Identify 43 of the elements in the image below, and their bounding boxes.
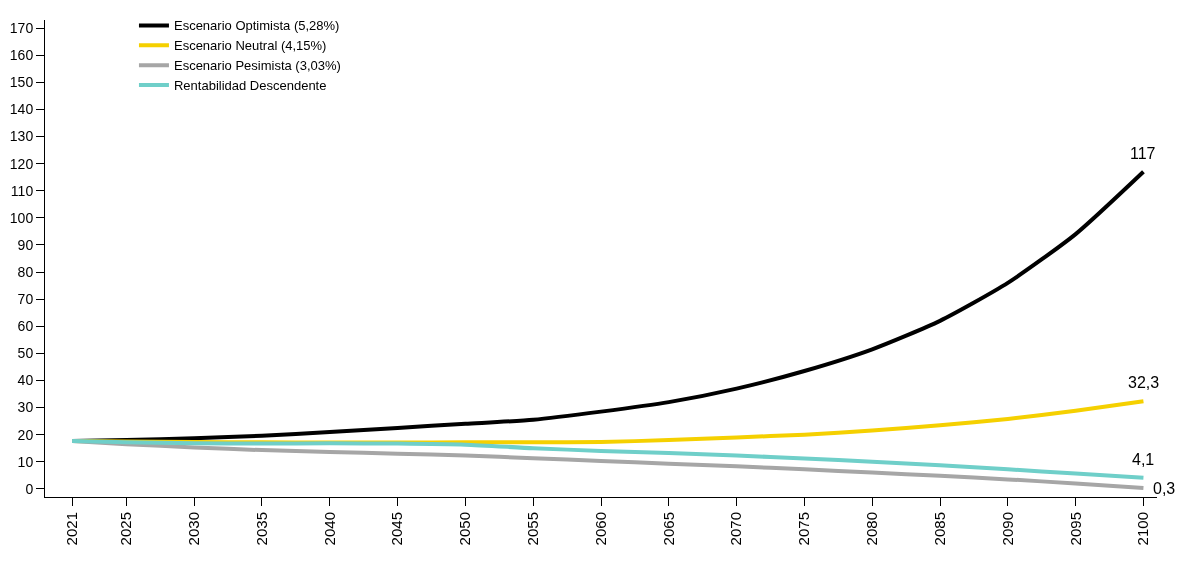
y-tick-label: 170 <box>9 20 34 37</box>
y-tick-label: 50 <box>17 345 34 362</box>
legend-label: Escenario Neutral (4,15%) <box>173 38 327 54</box>
y-tick-label: 120 <box>9 155 34 172</box>
x-tick-label: 2035 <box>252 512 270 546</box>
y-tick-label: 130 <box>9 128 34 145</box>
x-tick-label: 2100 <box>1134 512 1152 546</box>
y-tick-label: 150 <box>9 74 34 91</box>
x-tick-label: 2090 <box>998 512 1016 546</box>
x-tick-label: 2060 <box>591 512 609 546</box>
y-tick-label: 110 <box>10 182 34 199</box>
data-label: 4,1 <box>1132 451 1155 468</box>
x-tick-label: 2025 <box>117 512 135 546</box>
y-tick-label: 140 <box>9 101 34 118</box>
x-tick-label: 2085 <box>930 512 948 546</box>
y-tick-label: 100 <box>9 209 34 226</box>
y-tick-label: 80 <box>17 263 34 280</box>
y-tick-label: 40 <box>17 372 34 389</box>
y-tick-label: 160 <box>9 47 34 64</box>
x-tick-label: 2095 <box>1066 512 1084 546</box>
x-tick-label: 2065 <box>659 512 677 546</box>
legend-label: Escenario Pesimista (3,03%) <box>173 58 341 74</box>
legend-label: Escenario Optimista (5,28%) <box>173 18 340 34</box>
data-label: 117 <box>1130 145 1156 162</box>
y-tick-label: 20 <box>17 426 34 443</box>
x-tick-label: 2030 <box>185 512 203 546</box>
y-tick-label: 70 <box>17 291 34 308</box>
legend-label: Rentabilidad Descendente <box>173 78 327 94</box>
y-tick-label: 10 <box>17 453 34 470</box>
x-tick-label: 2045 <box>388 512 406 546</box>
x-tick-label: 2021 <box>63 512 80 546</box>
y-tick-label: 0 <box>25 480 34 497</box>
x-tick-label: 2070 <box>727 512 745 546</box>
y-tick-label: 90 <box>17 236 34 253</box>
x-tick-label: 2080 <box>863 512 881 546</box>
x-tick-label: 2075 <box>795 512 813 546</box>
y-tick-label: 30 <box>17 399 34 416</box>
x-tick-label: 2050 <box>456 512 474 546</box>
data-label: 32,3 <box>1128 374 1160 391</box>
x-tick-label: 2040 <box>320 512 338 546</box>
data-label: 0,3 <box>1153 480 1176 497</box>
x-tick-label: 2055 <box>524 512 542 546</box>
y-tick-label: 60 <box>17 318 34 335</box>
